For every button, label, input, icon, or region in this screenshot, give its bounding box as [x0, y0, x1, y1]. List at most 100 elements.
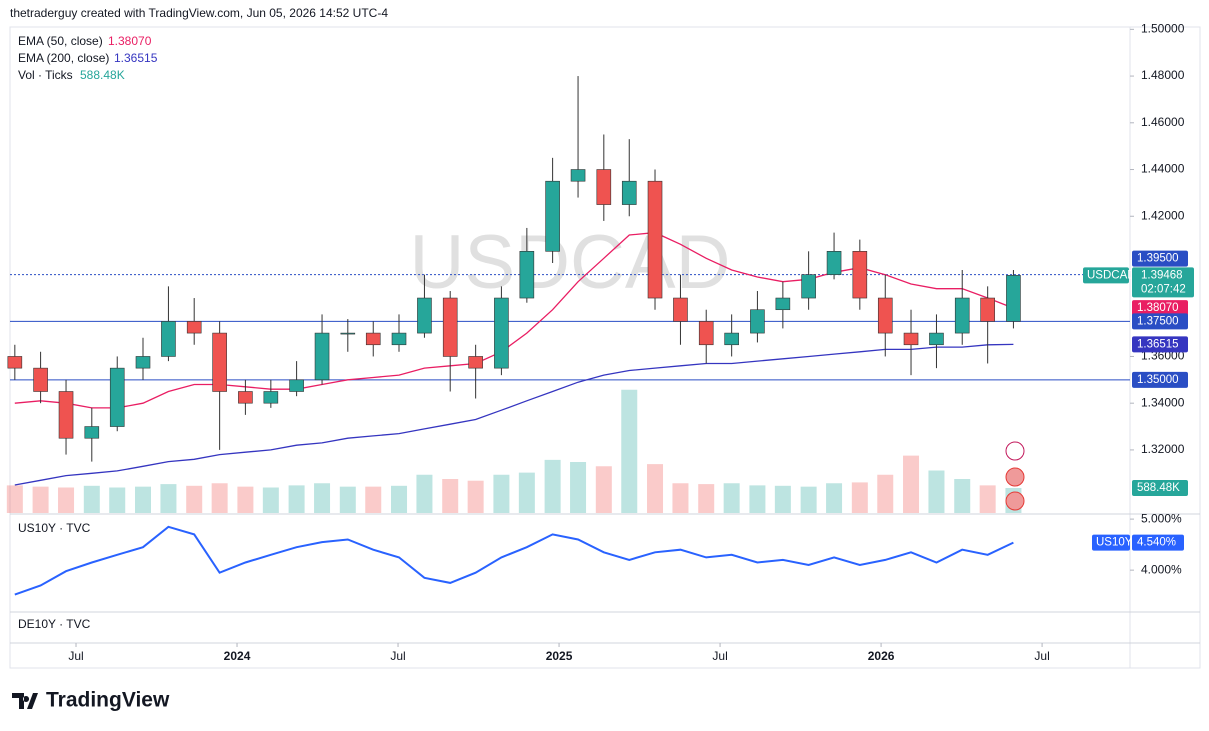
candle-body — [7, 356, 23, 369]
volume-tag-box — [1132, 479, 1188, 496]
volume-bar — [32, 486, 49, 513]
candle-body — [826, 251, 842, 275]
icon[interactable] — [1005, 441, 1025, 461]
legend-value: 588.48K — [80, 68, 125, 82]
candle-body — [186, 321, 202, 334]
volume-bar — [237, 486, 254, 513]
legend-label: EMA (200, close) — [18, 51, 109, 65]
volume-bar — [826, 483, 843, 513]
candle-body — [161, 321, 176, 357]
candle-body — [519, 251, 535, 299]
candle-body — [58, 391, 74, 439]
y-tick-label: 1.44000 — [1141, 162, 1185, 176]
legend-value: 1.36515 — [114, 51, 158, 65]
logo-mark — [12, 693, 38, 709]
volume-bar — [774, 485, 791, 513]
volume-bar — [723, 483, 740, 513]
x-tick-label: 2026 — [868, 649, 895, 663]
legend-label: EMA (50, close) — [18, 34, 103, 48]
volume-bar — [928, 470, 945, 513]
candle-body — [750, 309, 765, 334]
volume-bar — [365, 486, 382, 513]
volume-bar — [749, 485, 766, 513]
volume-bar — [211, 483, 228, 513]
volume-bar — [851, 482, 868, 513]
icon[interactable] — [1005, 491, 1025, 511]
volume-bar — [134, 486, 151, 513]
x-tick-label: 2025 — [546, 649, 573, 663]
volume-bar — [186, 485, 203, 513]
y-tick-label: 1.42000 — [1141, 208, 1185, 222]
volume-bar — [800, 486, 817, 513]
volume-bar — [416, 474, 433, 513]
level-tag: 1.39500 — [1137, 253, 1179, 265]
candle-body — [673, 297, 688, 322]
volume-bar — [467, 480, 484, 513]
legend-label: Vol · Ticks — [18, 68, 73, 82]
legend-value: 1.38070 — [108, 34, 152, 48]
candle-body — [724, 332, 739, 346]
volume-tag: 588.48K — [1137, 482, 1180, 494]
last-price: 1.39468 — [1141, 269, 1183, 281]
volume-bar — [6, 485, 23, 513]
countdown: 02:07:42 — [1141, 283, 1186, 295]
candle-body — [775, 297, 791, 311]
volume-bar — [647, 464, 664, 513]
x-tick-label: Jul — [1034, 649, 1049, 663]
candle-body — [621, 180, 637, 205]
candle-body — [212, 332, 227, 392]
logo: TradingView — [12, 689, 170, 712]
volume-bar — [160, 484, 177, 513]
candle-body — [238, 391, 253, 404]
volume-bar — [262, 487, 279, 513]
level-tag: 1.35000 — [1137, 374, 1179, 386]
candle-body — [289, 379, 304, 392]
candle-body — [417, 297, 432, 334]
plot: 1.500001.480001.460001.440001.420001.360… — [6, 22, 1194, 663]
symbol-tag: US10Y — [1096, 537, 1133, 549]
volume-bar — [442, 479, 459, 513]
y-tick-label: 4.000% — [1141, 562, 1182, 576]
volume-bar — [83, 485, 100, 513]
volume-bar — [903, 455, 920, 513]
pane-label: US10Y · TVC — [18, 521, 91, 535]
volume-bar — [314, 483, 331, 513]
us10y-tag-box — [1132, 534, 1184, 551]
volume-bar — [493, 474, 510, 513]
us10y-line — [14, 525, 1014, 596]
brand: TradingView — [46, 689, 170, 712]
candle-body — [980, 297, 995, 322]
candle-body — [494, 297, 509, 369]
volume-bar — [954, 479, 971, 513]
candle-body — [263, 391, 279, 404]
x-tick-label: Jul — [390, 649, 405, 663]
y-tick-label: 1.50000 — [1141, 22, 1185, 36]
candle-body — [877, 297, 893, 334]
candle-body — [903, 332, 919, 346]
ema-tag-box — [1132, 336, 1188, 353]
volume-bar — [877, 474, 894, 513]
volume-bar — [621, 389, 638, 513]
ema-line — [14, 343, 1014, 486]
candle-body — [954, 297, 970, 334]
volume-bar — [595, 466, 612, 513]
candle-body — [929, 332, 944, 346]
volume-bar — [570, 462, 587, 513]
last-price-box — [1132, 267, 1194, 298]
ema-tag: 1.38070 — [1137, 302, 1179, 314]
candle-body — [109, 367, 125, 427]
candle-body — [545, 180, 560, 252]
candle-body — [84, 426, 100, 439]
level-tag: 1.37500 — [1137, 315, 1179, 327]
x-tick-label: 2024 — [224, 649, 251, 663]
ema-tag-box — [1132, 300, 1188, 317]
candle-body — [1006, 275, 1021, 322]
level-tag-box — [1132, 250, 1188, 267]
volume-bar — [544, 459, 561, 513]
volume-bar — [58, 487, 75, 513]
candle-body — [33, 367, 48, 392]
pane-label: DE10Y · TVC — [18, 617, 91, 631]
icon[interactable] — [1005, 467, 1025, 487]
us10y-tag: 4.540% — [1137, 537, 1176, 549]
